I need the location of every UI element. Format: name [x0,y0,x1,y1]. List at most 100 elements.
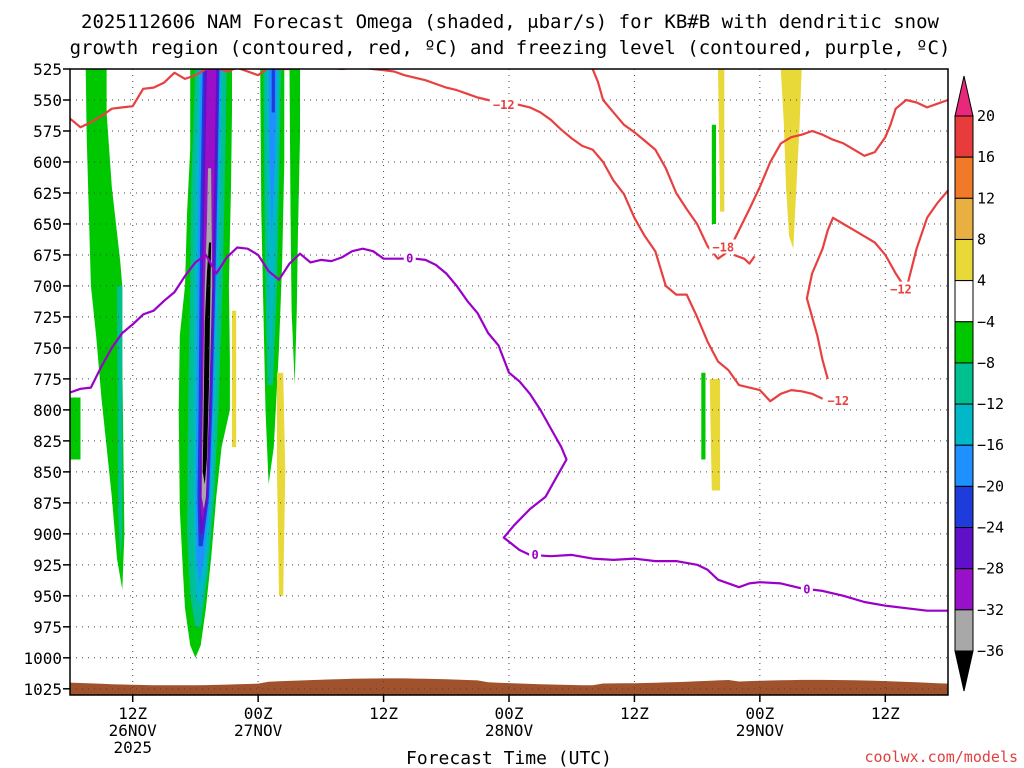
chart-title-line-2: growth region (contoured, red, ºC) and f… [70,37,951,59]
y-tick-label-975: 975 [33,618,62,637]
colorbar-label-0: 20 [977,107,995,125]
colorbar-label-3: 8 [977,230,986,248]
terrain-layer [70,678,948,695]
omega-shade-0-5 [711,124,716,224]
omega-shade-1-2 [117,285,123,559]
x-tick-label-30-0: 12Z [369,704,398,723]
colorbar-label-8: −16 [977,436,1004,454]
y-tick-label-875: 875 [33,494,62,513]
chart-title-line-1: 2025112606 NAM Forecast Omega (shaded, μ… [81,11,939,33]
colorbar-swatch-1 [954,156,974,199]
y-tick-label-825: 825 [33,432,62,451]
y-tick-label-525: 525 [33,60,62,79]
colorbar-swatch-11 [954,568,974,611]
omega-shade-0-6 [701,372,706,460]
x-tick-label-78-0: 12Z [871,704,900,723]
colorbar-swatch-4 [954,280,974,323]
x-tick-label-6-0: 12Z [118,704,147,723]
y-tick-label-775: 775 [33,370,62,389]
y-tick-label-1025: 1025 [23,680,62,699]
contour-label-bg-0-1 [529,546,542,561]
y-tick-label-725: 725 [33,308,62,327]
contour-lines [70,69,948,612]
colorbar-label-5: −4 [977,313,995,331]
colorbar-swatch-7 [954,403,974,446]
omega-shade-0-0 [85,69,125,590]
y-tick-label-650: 650 [33,215,62,234]
omega-shade-0-4 [70,397,81,460]
y-tick-label-850: 850 [33,463,62,482]
contour-label-4-0: −18 [712,241,734,255]
y-tick-label-900: 900 [33,525,62,544]
y-tick-label-625: 625 [33,184,62,203]
y-axis-ticks: 525 550 575 600 625 650 675 700 725 750 775 800 825 8… [23,60,70,699]
colorbar-label-11: −28 [977,560,1004,578]
colorbar-swatch-10 [954,527,974,570]
credit-text: coolwx.com/models [864,748,1018,766]
colorbar: 20 16 12 8 4 −4 −8 −12 −16 −20 −24 −28 −32 −36 [954,75,1004,692]
y-tick-label-1000: 1000 [23,649,62,668]
omega-shade-9-3 [780,69,802,249]
contour-label-0-0: 0 [406,252,413,266]
x-tick-label-6-2: 2025 [113,738,152,757]
y-tick-label-750: 750 [33,339,62,358]
x-tick-label-66-0: 00Z [745,704,774,723]
omega-shading [70,69,802,658]
x-tick-label-42-0: 00Z [495,704,524,723]
omega-shade-9-1 [277,372,286,596]
contour-label-bg-2-1 [886,281,915,296]
colorbar-label-1: 16 [977,148,995,166]
contour-label-bg-1-0 [489,96,518,111]
contour-label-bg-0-2 [800,581,813,596]
colorbar-swatch-6 [954,362,974,405]
omega-shade-9-4 [709,378,721,491]
contour-label-1-0: −12 [493,98,515,112]
y-tick-label-925: 925 [33,556,62,575]
contour-line-0 [70,246,948,612]
colorbar-swatch-12 [954,609,974,652]
x-tick-label-6-1: 26NOV [109,721,158,740]
x-tick-label-18-0: 00Z [244,704,273,723]
y-tick-label-700: 700 [33,277,62,296]
colorbar-swatch-3 [954,238,974,282]
colorbar-label-6: −8 [977,354,995,372]
contour-label-0-2: 0 [803,583,810,597]
contour-labels: 0 0 0 −12 −12 −12 −18 [403,96,915,597]
colorbar-label-9: −20 [977,477,1004,495]
colorbar-swatch-9 [954,485,974,529]
y-tick-label-675: 675 [33,246,62,265]
colorbar-label-7: −12 [977,395,1004,413]
colorbar-label-13: −36 [977,642,1004,660]
x-tick-label-54-0: 12Z [620,704,649,723]
contour-line-4 [733,253,756,265]
omega-shade-9-2 [718,69,725,212]
omega-shade-4-1 [271,69,275,113]
colorbar-bottom-arrow [954,650,974,692]
contour-line-2 [591,69,948,260]
y-tick-label-950: 950 [33,587,62,606]
colorbar-label-12: −32 [977,601,1004,619]
terrain-surface [70,678,948,695]
colorbar-label-2: 12 [977,189,995,207]
y-tick-label-575: 575 [33,122,62,141]
omega-shade-9-0 [232,310,237,448]
contour-label-0-1: 0 [532,548,539,562]
x-tick-label-66-1: 29NOV [736,721,785,740]
x-tick-label-42-1: 28NOV [485,721,534,740]
contour-line-1 [70,69,824,403]
colorbar-swatch-5 [954,321,974,364]
contour-line-3 [805,189,948,380]
contour-label-2-0: −12 [827,394,849,408]
omega-shade-0-3 [289,69,300,386]
contour-label-bg-4-0 [709,239,738,254]
x-axis-label: Forecast Time (UTC) [406,748,612,768]
colorbar-swatch-8 [954,444,974,487]
y-tick-label-800: 800 [33,401,62,420]
y-tick-label-550: 550 [33,91,62,110]
x-tick-label-18-1: 27NOV [234,721,283,740]
omega-shade-8-0 [202,242,212,485]
y-tick-label-600: 600 [33,153,62,172]
contour-label-bg-0-0 [403,250,416,265]
